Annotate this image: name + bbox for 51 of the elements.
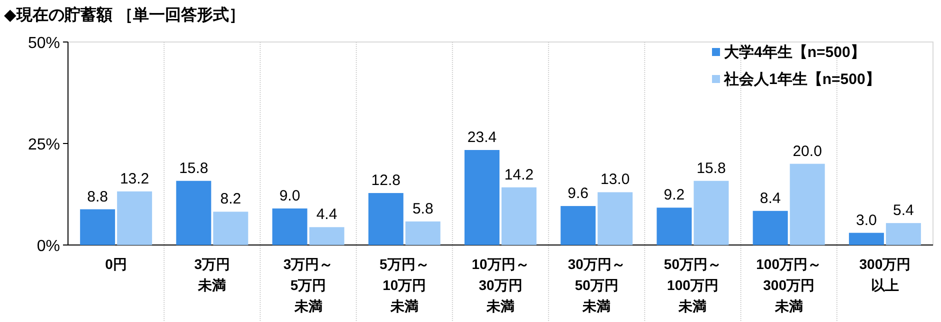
bar (176, 180, 212, 245)
legend-label: 社会人1年生【n=500】 (723, 71, 880, 88)
bar (848, 232, 884, 245)
ytick: 50% (28, 35, 60, 52)
bar (272, 208, 308, 245)
xtick: 10万円～30万円未満 (472, 256, 530, 314)
xtick: 50万円～100万円未満 (664, 256, 722, 314)
data-label: 9.2 (664, 186, 685, 204)
data-label: 8.2 (220, 190, 242, 208)
data-label: 23.4 (467, 128, 497, 146)
data-label: 5.8 (412, 200, 434, 218)
bar (80, 209, 116, 245)
data-label: 3.0 (856, 212, 877, 229)
xtick: 3万円～5万円未満 (283, 256, 334, 314)
data-label: 4.4 (316, 206, 338, 224)
bar (368, 193, 404, 245)
xtick: 0円 (105, 256, 127, 272)
xtick: 5万円～10万円未満 (380, 256, 430, 314)
ytick: 0% (36, 238, 60, 255)
data-label: 13.2 (120, 170, 150, 188)
xtick: 300万円以上 (859, 256, 911, 293)
data-label: 5.4 (893, 202, 914, 220)
bar (309, 227, 344, 245)
bar (752, 210, 788, 245)
data-label: 9.0 (279, 187, 300, 204)
bar (598, 192, 633, 245)
data-label: 12.8 (371, 172, 400, 190)
data-label: 15.8 (179, 160, 208, 177)
bar (656, 208, 692, 245)
bar (502, 187, 536, 245)
data-label: 8.8 (87, 188, 108, 206)
data-label: 20.0 (792, 142, 822, 160)
legend-label: 大学4年生【n=500】 (724, 44, 866, 61)
data-label: 14.2 (504, 166, 534, 184)
bar (560, 206, 596, 245)
bar (464, 150, 500, 245)
data-label: 13.0 (600, 171, 630, 188)
ytick: 25% (28, 136, 60, 154)
title: ◆現在の貯蓄額 ［単一回答形式］ (4, 7, 245, 24)
xtick: 3万円未満 (194, 256, 230, 293)
bar (790, 164, 825, 245)
data-label: 8.4 (760, 190, 781, 207)
xtick: 100万円～300万円未満 (756, 256, 822, 314)
bar (405, 221, 440, 245)
data-label: 9.6 (568, 185, 589, 202)
bar (117, 191, 152, 245)
bar (694, 180, 729, 245)
bar (886, 223, 921, 245)
xtick: 30万円～50万円未満 (568, 256, 626, 314)
data-label: 15.8 (696, 160, 726, 177)
bar (213, 212, 248, 245)
